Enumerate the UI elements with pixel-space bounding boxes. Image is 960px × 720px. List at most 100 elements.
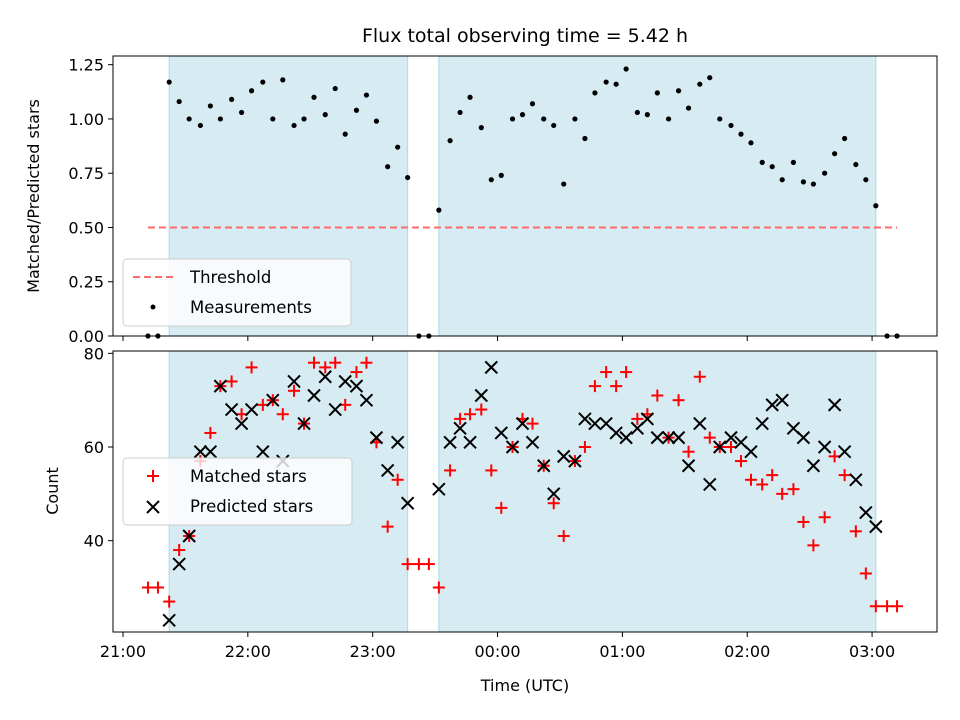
- measurement-point: [728, 122, 734, 129]
- predicted-star-point: [609, 426, 623, 440]
- predicted-star-point: [556, 449, 571, 464]
- matched-star-point: [475, 403, 488, 416]
- measurement-point: [322, 112, 328, 118]
- predicted-star-point: [256, 444, 270, 459]
- matched-star-point: [432, 581, 445, 594]
- matched-star-point: [350, 366, 363, 379]
- matched-star-point: [444, 464, 457, 477]
- predicted-star-point: [671, 430, 686, 445]
- predicted-star-points: [162, 360, 883, 627]
- top-plot-frame: [112, 55, 938, 337]
- predicted-star-point: [266, 393, 280, 407]
- matched-star-point: [891, 600, 904, 613]
- measurement-point: [311, 94, 317, 100]
- top-y-tick-label: 0.50: [68, 218, 104, 237]
- measurement-point: [675, 88, 682, 94]
- bottom-y-ticks: 40 60 80: [84, 344, 113, 551]
- predicted-star-point: [650, 430, 665, 445]
- matched-star-point: [600, 366, 613, 379]
- matched-star-point: [631, 412, 644, 425]
- matched-star-point: [807, 539, 820, 552]
- measurement-point: [582, 135, 588, 142]
- predicted-star-point: [775, 393, 789, 407]
- top-x-ticks: [122, 336, 873, 341]
- legend-threshold-label: Threshold: [189, 268, 271, 287]
- measurement-point: [260, 79, 266, 85]
- predicted-star-point: [703, 477, 717, 492]
- measurement-point: [197, 122, 203, 129]
- predicted-star-point: [287, 374, 301, 389]
- measurement-point: [207, 103, 213, 109]
- matched-star-point: [869, 600, 882, 613]
- matched-star-point: [578, 441, 591, 454]
- measurement-point: [572, 116, 578, 122]
- bottom-x-tick-label: 00:00: [474, 642, 520, 661]
- measurement-point: [623, 66, 629, 72]
- predicted-star-point: [713, 440, 727, 454]
- predicted-star-point: [619, 430, 633, 445]
- predicted-star-point: [307, 388, 321, 403]
- bottom-plot-frame: [112, 350, 938, 633]
- matched-star-point: [163, 595, 176, 608]
- predicted-star-point: [849, 473, 863, 487]
- predicted-star-point: [453, 421, 467, 435]
- measurement-point: [873, 203, 879, 209]
- matched-star-point: [766, 469, 779, 482]
- measurement-point: [529, 101, 536, 107]
- matched-star-point: [526, 417, 539, 430]
- measurement-point: [561, 181, 567, 187]
- top-y-ticks: 0.00 0.25 0.50 0.75 1.00 1.25: [68, 56, 113, 346]
- predicted-star-point: [474, 388, 489, 403]
- matched-star-point: [557, 529, 570, 542]
- bottom-panel: 40 60 80 21:00 22:00 23:00 00:00 01:00 02:00 03:…: [43, 344, 938, 695]
- predicted-star-point: [817, 440, 832, 454]
- predicted-star-point: [297, 416, 311, 431]
- predicted-star-point: [338, 374, 352, 389]
- matched-star-point: [329, 356, 342, 369]
- matched-star-point: [797, 515, 810, 528]
- measurement-point: [248, 88, 255, 94]
- bottom-x-tick-label: 01:00: [599, 642, 645, 661]
- predicted-star-point: [162, 613, 176, 627]
- predicted-star-point: [443, 435, 457, 450]
- bottom-x-tick-label: 23:00: [350, 642, 396, 661]
- bottom-legend-box: [122, 457, 353, 526]
- predicted-star-point: [484, 360, 498, 375]
- predicted-star-point: [494, 426, 508, 440]
- bottom-y-axis-label: Count: [43, 467, 62, 515]
- predicted-star-point: [390, 435, 405, 450]
- measurement-point: [332, 85, 338, 92]
- predicted-star-point: [640, 412, 655, 426]
- measurement-point: [654, 90, 660, 96]
- measurement-point: [395, 144, 401, 150]
- measurement-point: [644, 112, 650, 118]
- predicted-star-point: [525, 435, 540, 450]
- chart-title: Flux total observing time = 5.42 h: [362, 25, 688, 47]
- matched-star-point: [173, 544, 186, 557]
- predicted-star-point: [869, 519, 883, 534]
- top-legend-box: [122, 258, 352, 327]
- measurement-point: [280, 77, 286, 83]
- predicted-star-point: [224, 402, 239, 417]
- measurement-point: [748, 140, 754, 146]
- measurement-point: [707, 75, 713, 81]
- predicted-star-point: [806, 459, 821, 473]
- measurement-point: [405, 174, 411, 181]
- predicted-star-point: [765, 398, 779, 412]
- measurement-point: [832, 151, 838, 157]
- matched-star-point: [859, 567, 872, 580]
- measurement-point: [467, 94, 473, 100]
- predicted-star-point: [369, 430, 384, 445]
- predicted-star-point: [213, 379, 228, 393]
- measurement-point: [301, 116, 307, 122]
- predicted-star-point: [515, 416, 530, 431]
- measurement-point: [447, 138, 453, 144]
- predicted-star-point: [505, 440, 520, 454]
- top-y-tick-label: 0.00: [68, 327, 104, 346]
- predicted-star-point: [837, 444, 852, 459]
- bottom-x-ticks: 21:00 22:00 23:00 00:00 01:00 02:00 03:00: [100, 632, 895, 661]
- top-y-tick-label: 0.25: [68, 273, 104, 292]
- matched-star-point: [588, 380, 601, 393]
- predicted-star-point: [359, 393, 374, 407]
- measurement-point: [592, 90, 598, 96]
